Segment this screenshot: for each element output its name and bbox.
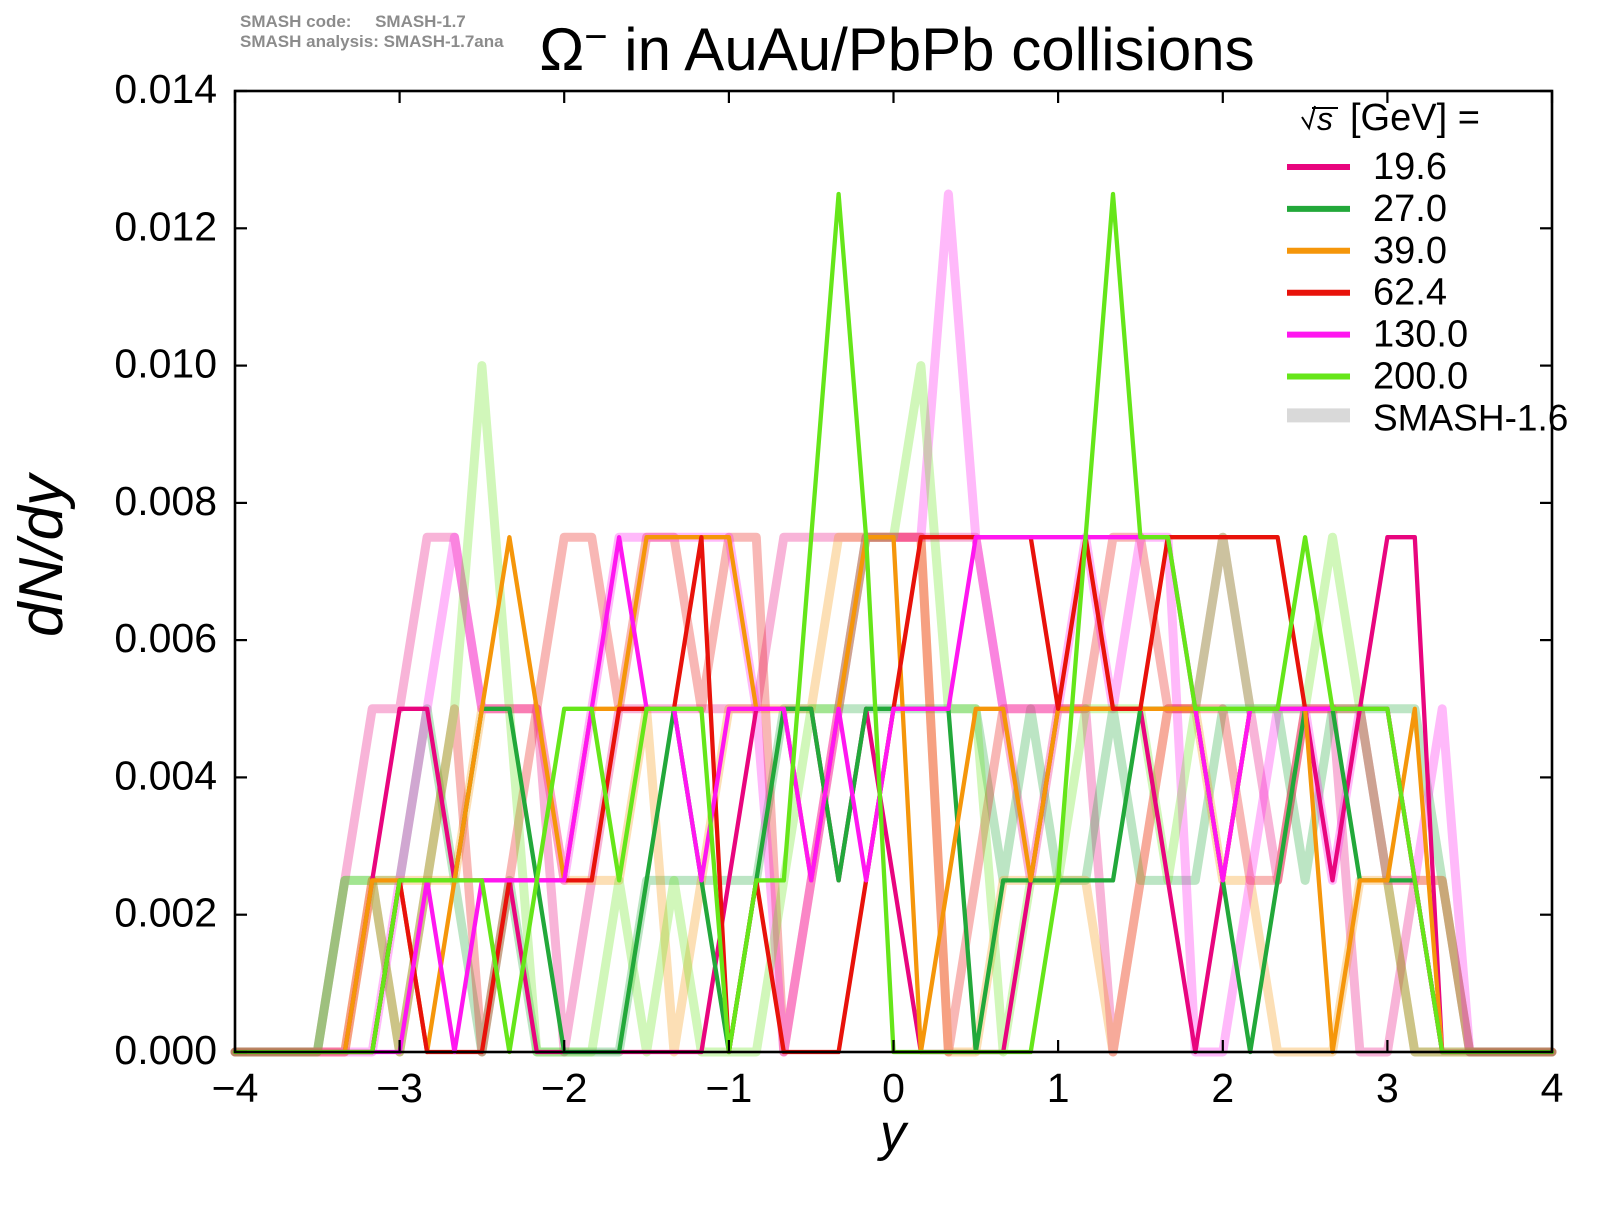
- svg-text:0.012: 0.012: [114, 203, 217, 249]
- svg-text:4: 4: [1541, 1065, 1564, 1111]
- svg-text:0.014: 0.014: [114, 66, 217, 112]
- svg-text:19.6: 19.6: [1373, 146, 1447, 188]
- svg-text:0.004: 0.004: [114, 752, 217, 798]
- svg-text:0.006: 0.006: [114, 615, 217, 661]
- svg-text:0.002: 0.002: [114, 890, 217, 936]
- svg-text:2: 2: [1211, 1065, 1234, 1111]
- svg-text:3: 3: [1376, 1065, 1399, 1111]
- svg-text:−1: −1: [706, 1065, 753, 1111]
- svg-text:130.0: 130.0: [1373, 314, 1468, 356]
- svg-text:0.008: 0.008: [114, 478, 217, 524]
- svg-text:39.0: 39.0: [1373, 230, 1447, 272]
- svg-text:SMASH-1.6: SMASH-1.6: [1373, 397, 1568, 438]
- svg-text:−4: −4: [212, 1065, 259, 1111]
- svg-text:s: s: [1317, 101, 1333, 137]
- svg-text:SMASH analysis: SMASH-1.7ana: SMASH analysis: SMASH-1.7ana: [240, 32, 504, 51]
- svg-text:−2: −2: [541, 1065, 588, 1111]
- svg-text:SMASH code: SMASH-1.7: SMASH code: SMASH-1.7: [240, 12, 466, 31]
- svg-text:27.0: 27.0: [1373, 188, 1447, 230]
- svg-text:1: 1: [1047, 1065, 1070, 1111]
- svg-text:0.010: 0.010: [114, 341, 217, 387]
- svg-text:−3: −3: [376, 1065, 423, 1111]
- svg-text:Ω− in AuAu/PbPb collisions: Ω− in AuAu/PbPb collisions: [539, 15, 1254, 83]
- svg-text:62.4: 62.4: [1373, 272, 1447, 314]
- svg-text:[GeV] =: [GeV] =: [1350, 97, 1480, 139]
- svg-text:dN/dy: dN/dy: [7, 471, 76, 637]
- svg-text:200.0: 200.0: [1373, 356, 1468, 398]
- svg-text:0.000: 0.000: [114, 1027, 217, 1073]
- svg-text:y: y: [877, 1104, 909, 1162]
